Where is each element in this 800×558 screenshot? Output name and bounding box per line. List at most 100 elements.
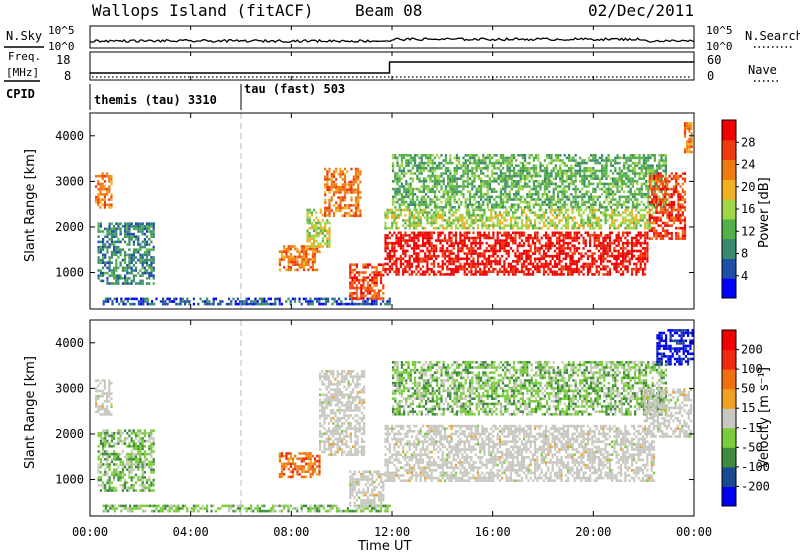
- echo-cell: [150, 241, 152, 244]
- echo-cell: [438, 157, 440, 160]
- echo-cell: [488, 227, 490, 230]
- echo-cell: [288, 245, 290, 248]
- echo-cell: [398, 268, 400, 271]
- echo-cell: [489, 185, 491, 188]
- echo-cell: [557, 170, 559, 173]
- echo-cell: [131, 233, 133, 236]
- echo-cell: [631, 214, 633, 217]
- echo-cell: [554, 245, 556, 248]
- echo-cell: [642, 260, 644, 263]
- echo-cell: [276, 298, 278, 301]
- echo-cell: [314, 269, 316, 272]
- echo-cell: [504, 172, 506, 175]
- echo-cell: [535, 185, 537, 188]
- echo-cell: [535, 188, 537, 191]
- echo-cell: [126, 222, 128, 225]
- echo-cell: [392, 170, 394, 173]
- echo-cell: [384, 234, 386, 237]
- echo-cell: [515, 164, 517, 167]
- echo-cell: [627, 255, 629, 258]
- echo-cell: [344, 196, 346, 199]
- echo-cell: [638, 234, 640, 237]
- echo-cell: [512, 271, 514, 274]
- echo-cell: [384, 214, 386, 217]
- echo-cell: [98, 222, 100, 225]
- echo-cell: [451, 193, 453, 196]
- echo-cell: [599, 157, 601, 160]
- echo-cell: [480, 167, 482, 170]
- echo-cell: [575, 154, 577, 157]
- echo-cell: [502, 167, 504, 170]
- echo-cell: [313, 230, 315, 233]
- echo-cell: [523, 263, 525, 266]
- echo-cell: [355, 204, 357, 207]
- echo-cell: [162, 298, 164, 301]
- echo-cell: [450, 237, 452, 240]
- echo-cell: [658, 211, 660, 214]
- echo-cell: [570, 203, 572, 206]
- echo-cell: [317, 232, 319, 235]
- echo-cell: [622, 232, 624, 235]
- echo-cell: [532, 224, 534, 227]
- echo-cell: [590, 167, 592, 170]
- echo-cell: [453, 263, 455, 266]
- echo-cell: [622, 271, 624, 274]
- echo-cell: [376, 279, 378, 282]
- echo-cell: [142, 254, 144, 257]
- echo-cell: [411, 239, 413, 242]
- echo-cell: [444, 234, 446, 237]
- echo-cell: [447, 162, 449, 165]
- echo-cell: [309, 235, 311, 238]
- echo-cell: [651, 217, 653, 220]
- echo-cell: [133, 277, 135, 280]
- echo-cell: [103, 303, 105, 306]
- echo-cell: [487, 203, 489, 206]
- echo-cell: [453, 260, 455, 263]
- echo-cell: [548, 190, 550, 193]
- echo-cell: [594, 252, 596, 255]
- echo-cell: [665, 170, 667, 173]
- echo-cell: [98, 248, 100, 251]
- echo-cell: [97, 196, 99, 199]
- echo-cell: [346, 170, 348, 173]
- echo-cell: [660, 164, 662, 167]
- echo-cell: [100, 222, 102, 225]
- echo-cell: [122, 300, 124, 303]
- echo-cell: [522, 170, 524, 173]
- echo-cell: [128, 272, 130, 275]
- echo-cell: [506, 157, 508, 160]
- echo-cell: [424, 255, 426, 258]
- echo-cell: [464, 234, 466, 237]
- echo-cell: [442, 252, 444, 255]
- echo-cell: [575, 180, 577, 183]
- echo-cell: [309, 298, 311, 301]
- echo-cell: [616, 255, 618, 258]
- echo-cell: [355, 181, 357, 184]
- echo-cell: [111, 261, 113, 264]
- echo-cell: [434, 183, 436, 186]
- echo-cell: [569, 260, 571, 263]
- echo-cell: [608, 196, 610, 199]
- echo-cell: [142, 241, 144, 244]
- echo-cell: [523, 232, 525, 235]
- echo-cell: [148, 259, 150, 262]
- echo-cell: [479, 268, 481, 271]
- echo-cell: [409, 219, 411, 222]
- echo-cell: [160, 300, 162, 303]
- echo-cell: [554, 232, 556, 235]
- echo-cell: [558, 273, 560, 276]
- echo-cell: [651, 193, 653, 196]
- echo-cell: [451, 185, 453, 188]
- echo-cell: [621, 183, 623, 186]
- echo-cell: [641, 172, 643, 175]
- echo-cell: [412, 177, 414, 180]
- echo-cell: [420, 217, 422, 220]
- echo-cell: [572, 183, 574, 186]
- echo-cell: [646, 252, 648, 255]
- echo-cell: [281, 253, 283, 256]
- echo-cell: [564, 206, 566, 209]
- echo-cell: [655, 211, 657, 214]
- echo-cell: [555, 188, 557, 191]
- echo-cell: [511, 164, 513, 167]
- echo-cell: [114, 298, 116, 301]
